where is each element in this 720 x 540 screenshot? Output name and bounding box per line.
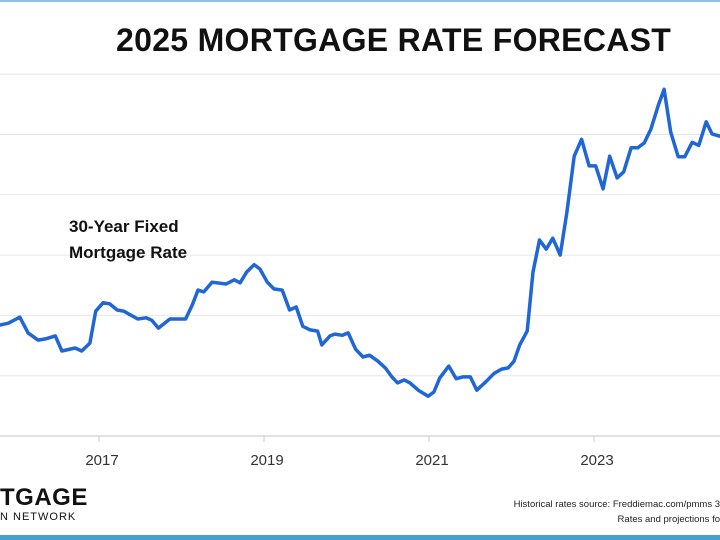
logo-line-2: N NETWORK bbox=[0, 511, 77, 523]
x-tick-label: 2017 bbox=[85, 452, 118, 469]
gridlines bbox=[0, 73, 720, 377]
bottom-accent-bar bbox=[0, 535, 720, 540]
x-tick-labels: 2017 2019 2021 2023 bbox=[85, 452, 613, 469]
series-annotation: 30-Year Fixed Mortgage Rate bbox=[69, 214, 187, 266]
source-line-2: Rates and projections fo bbox=[617, 514, 720, 525]
x-tick-label: 2023 bbox=[580, 452, 613, 469]
source-line-1: Historical rates source: Freddiemac.com/… bbox=[513, 499, 720, 510]
source-note: Historical rates source: Freddiemac.com/… bbox=[514, 497, 720, 527]
annotation-line-2: Mortgage Rate bbox=[69, 243, 188, 262]
top-accent-line bbox=[0, 0, 720, 2]
annotation-line-1: 30-Year Fixed bbox=[69, 217, 179, 236]
logo-line-1: TGAGE bbox=[0, 484, 88, 511]
chart-title: 2025 MORTGAGE RATE FORECAST bbox=[116, 22, 672, 58]
x-tick-label: 2021 bbox=[415, 452, 448, 469]
series-line-30yr-fixed bbox=[0, 87, 720, 398]
x-axis bbox=[0, 435, 720, 442]
brand-logo: TGAGE N NETWORK bbox=[0, 486, 88, 524]
x-tick-label: 2019 bbox=[250, 452, 283, 469]
